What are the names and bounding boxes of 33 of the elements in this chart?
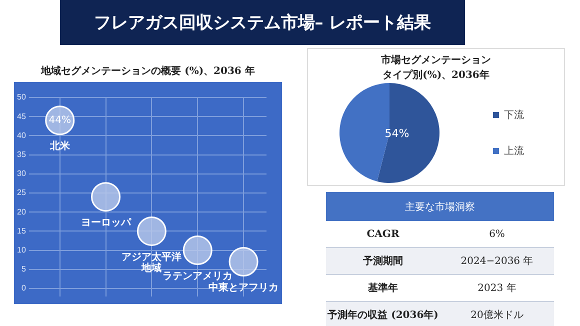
- annotation: 北米: [48, 140, 71, 152]
- y-tick-label: 5: [21, 264, 26, 274]
- chart-title: 市場セグメンテーションタイプ別(%)、2036年: [380, 53, 492, 83]
- y-tick-label: 40: [16, 130, 26, 140]
- point: [91, 182, 121, 212]
- annotation: ヨーロッパ: [80, 217, 132, 228]
- y-tick-label: 25: [16, 188, 26, 198]
- y-tick-label: 50: [16, 92, 26, 102]
- chart-title: 地域セグメンテーションの概要 (%)、2036 年: [40, 64, 256, 79]
- data-label: 54%: [384, 126, 410, 140]
- point: [182, 236, 212, 266]
- text: 2023 年: [440, 274, 554, 302]
- text: 主要な市場洞察: [326, 192, 554, 221]
- text: 6%: [440, 221, 554, 248]
- data-label: 44%: [48, 115, 71, 126]
- y-tick-label: 35: [16, 150, 26, 160]
- y-tick-label: 0: [21, 284, 26, 293]
- text: CAGR: [326, 221, 440, 248]
- legend-label: 下流: [504, 108, 524, 121]
- text: 20億米ドル: [440, 302, 554, 326]
- annotation: 中東とアフリカ: [208, 281, 279, 294]
- y-tick-label: 30: [16, 169, 26, 178]
- text: 予測期間: [326, 248, 440, 274]
- text: 予測年の収益 (2036年): [326, 302, 440, 326]
- point: [136, 216, 166, 246]
- legend-label: 上流: [504, 144, 524, 157]
- y-tick-label: 20: [16, 207, 26, 216]
- text: 2024−2036 年: [440, 248, 554, 274]
- text: 基準年: [326, 274, 440, 302]
- y-tick-label: 10: [16, 246, 26, 255]
- text: フレアガス回収システム市場– レポート結果: [60, 0, 465, 45]
- y-tick-label: 15: [16, 226, 26, 236]
- y-tick-label: 45: [16, 112, 26, 121]
